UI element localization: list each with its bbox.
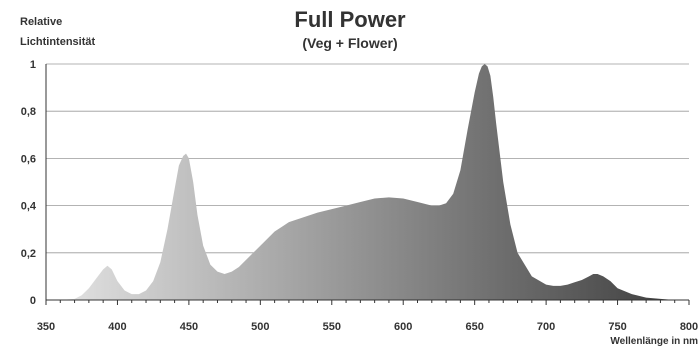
y-tick-label: 0,2 bbox=[21, 248, 36, 260]
y-tick-label: 1 bbox=[30, 59, 36, 71]
spectrum-area bbox=[46, 64, 689, 300]
y-tick-labels: 0 0,2 0,4 0,6 0,8 1 bbox=[21, 59, 37, 307]
x-tick-label: 750 bbox=[608, 321, 626, 333]
x-tick-label: 500 bbox=[251, 321, 269, 333]
y-axis-title-line-1: Relative bbox=[20, 16, 63, 28]
y-tick-label: 0,8 bbox=[21, 106, 36, 118]
x-tick-label: 350 bbox=[37, 321, 55, 333]
y-tick-label: 0 bbox=[30, 295, 36, 307]
x-tick-label: 450 bbox=[180, 321, 198, 333]
chart-title: Full Power bbox=[294, 7, 406, 32]
x-tick-label: 400 bbox=[108, 321, 126, 333]
x-axis-title: Wellenlänge in nm bbox=[610, 336, 698, 347]
y-tick-label: 0,6 bbox=[21, 153, 36, 165]
y-tick-label: 0,4 bbox=[21, 201, 37, 213]
x-tick-label: 550 bbox=[323, 321, 341, 333]
y-axis-title-line-2: Lichtintensität bbox=[20, 36, 96, 48]
x-tick-labels: 350 400 450 500 550 600 650 700 750 800 bbox=[37, 321, 698, 333]
x-tick-label: 800 bbox=[680, 321, 698, 333]
x-tick-label: 650 bbox=[465, 321, 483, 333]
axes bbox=[45, 64, 690, 305]
x-tick-label: 700 bbox=[537, 321, 555, 333]
x-tick-label: 600 bbox=[394, 321, 412, 333]
chart-title-block: Full Power (Veg + Flower) bbox=[0, 6, 700, 52]
y-axis-title: Relative Lichtintensität bbox=[20, 12, 95, 52]
chart-subtitle: (Veg + Flower) bbox=[302, 35, 398, 51]
